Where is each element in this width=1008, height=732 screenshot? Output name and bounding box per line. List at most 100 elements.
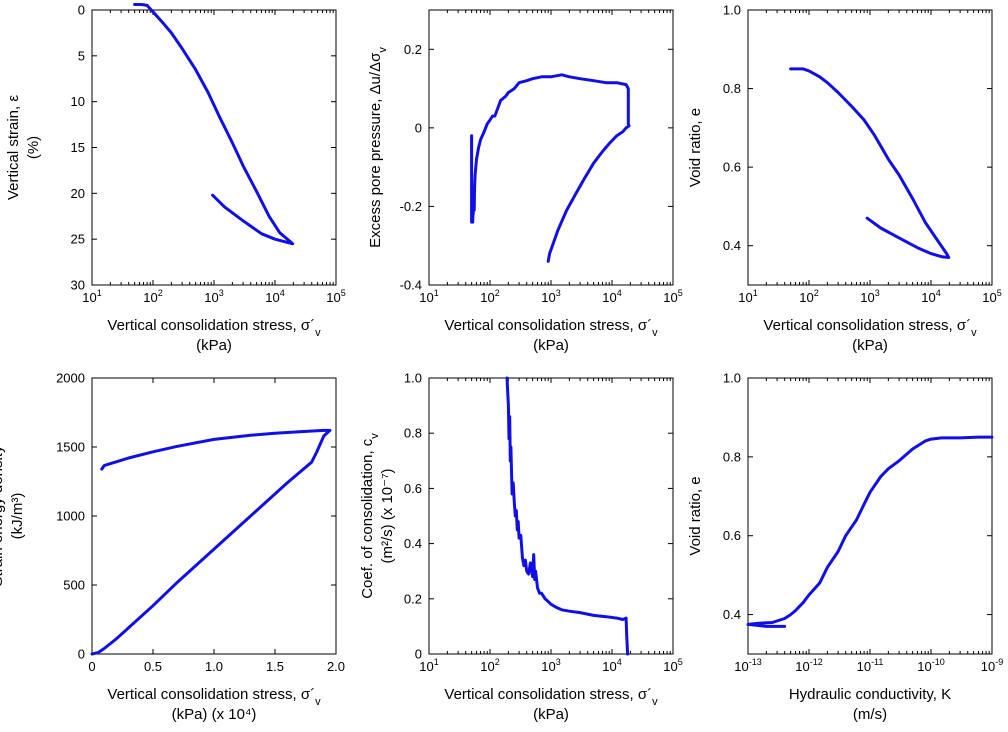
y-tick-label: 0 — [415, 647, 422, 662]
x-axis-label: (kPa) — [852, 337, 888, 354]
x-tick-label: 0.5 — [144, 659, 162, 674]
plot-frame — [747, 9, 993, 286]
x-axis-label: Vertical consolidation stress, σ´v — [444, 686, 658, 708]
y-axis-label: Void ratio, e — [687, 476, 704, 555]
series-line — [470, 73, 631, 263]
y-tick-label: 20 — [71, 186, 85, 201]
series-line — [505, 376, 630, 656]
x-axis-label: (kPa) — [196, 337, 232, 354]
y-tick-label: 0.6 — [723, 528, 741, 543]
x-tick-label: 103 — [541, 657, 560, 674]
y-tick-label: 0.2 — [404, 42, 422, 57]
y-tick-label: 5 — [78, 48, 85, 63]
y-tick-label: 1000 — [56, 509, 85, 524]
x-axis-label: Vertical consolidation stress, σ´v — [107, 317, 321, 339]
x-axis-label: Hydraulic conductivity, K — [789, 686, 951, 703]
y-tick-label: 0.4 — [723, 238, 741, 253]
x-tick-label: 101 — [82, 288, 101, 305]
y-tick-label: 30 — [71, 278, 85, 293]
y-tick-label: 0.8 — [404, 426, 422, 441]
x-tick-label: 10-11 — [857, 657, 884, 674]
plot-frame — [91, 9, 337, 286]
chart-panel-p4: 0 0.5 1.0 1.5 2.0 0 500 1000 1500 2000 Vertical co… — [0, 371, 345, 724]
x-tick-label: 102 — [480, 657, 499, 674]
chart-panel-p3: 101 102 103 104 105 0.4 0.6 0.8 1.0 Vertical cons… — [687, 3, 1002, 355]
y-tick-label: 2000 — [56, 371, 85, 386]
plot-frame — [428, 9, 674, 286]
y-axis-label: Void ratio, e — [687, 108, 704, 187]
y-tick-label: 1.0 — [723, 371, 741, 386]
y-tick-label: 0 — [78, 3, 85, 18]
y-axis-label: Strain energy density — [0, 445, 6, 586]
chart-panel-p6: 10-13 10-12 10-11 10-10 10-9 0.4 0.6 0.8 1.0 Hydr… — [687, 371, 1003, 724]
x-tick-label: 105 — [982, 288, 1001, 305]
y-axis-label: (kJ/m³) — [9, 493, 26, 540]
x-tick-label: 102 — [480, 288, 499, 305]
x-tick-label: 101 — [419, 288, 438, 305]
x-tick-label: 1.0 — [205, 659, 223, 674]
x-tick-label: 10-12 — [795, 657, 822, 674]
x-tick-label: 1.5 — [266, 659, 284, 674]
y-axis-label: (%) — [25, 136, 42, 159]
x-tick-label: 105 — [663, 657, 682, 674]
x-tick-label: 0 — [88, 659, 95, 674]
x-tick-label: 2.0 — [327, 659, 345, 674]
x-tick-label: 102 — [143, 288, 162, 305]
y-axis-label: Vertical strain, ε — [5, 95, 22, 200]
y-tick-label: 0.6 — [723, 160, 741, 175]
x-tick-label: 105 — [326, 288, 345, 305]
x-tick-label: 101 — [738, 288, 757, 305]
y-tick-label: 25 — [71, 232, 85, 247]
x-tick-label: 105 — [663, 288, 682, 305]
y-tick-label: -0.4 — [400, 278, 422, 293]
chart-panel-p5: 101 102 103 104 105 0 0.2 0.4 0.6 0.8 1.0 Vertical … — [359, 371, 683, 724]
y-tick-label: 0 — [415, 120, 422, 135]
y-axis-label: Coef. of consolidation, cv — [359, 433, 381, 599]
x-tick-label: 104 — [602, 288, 621, 305]
plot-frame — [747, 377, 993, 655]
x-axis-label: (kPa) — [533, 337, 569, 354]
y-tick-label: 1500 — [56, 440, 85, 455]
plot-frame — [91, 377, 337, 655]
x-tick-label: 101 — [419, 657, 438, 674]
y-axis-label: Excess pore pressure, Δu/Δσv — [367, 47, 389, 248]
y-tick-label: 0.4 — [723, 607, 741, 622]
x-tick-label: 104 — [921, 288, 940, 305]
x-tick-label: 103 — [541, 288, 560, 305]
y-tick-label: 500 — [63, 578, 85, 593]
x-tick-label: 103 — [204, 288, 223, 305]
series-line — [133, 3, 295, 246]
x-tick-label: 10-10 — [917, 657, 944, 674]
x-axis-label: Vertical consolidation stress, σ´v — [444, 317, 658, 339]
x-tick-label: 103 — [860, 288, 879, 305]
chart-panel-p2: 101 102 103 104 105 -0.4 -0.2 0 0.2 Vertical cons… — [367, 9, 683, 354]
y-tick-label: 0.4 — [404, 536, 422, 551]
x-axis-label: Vertical consolidation stress, σ´v — [107, 686, 321, 708]
x-tick-label: 104 — [265, 288, 284, 305]
plot-frame — [428, 377, 674, 655]
y-tick-label: 0.2 — [404, 591, 422, 606]
x-tick-label: 102 — [799, 288, 818, 305]
y-tick-label: 15 — [71, 140, 85, 155]
y-tick-label: 0 — [78, 647, 85, 662]
x-axis-label: (kPa) (x 10⁴) — [172, 706, 257, 723]
y-tick-label: 0.8 — [723, 81, 741, 96]
y-axis-label: (m²/s) (x 10⁻⁷) — [379, 468, 396, 563]
x-axis-label: Vertical consolidation stress, σ´v — [763, 317, 977, 339]
x-tick-label: 10-9 — [981, 657, 1003, 674]
x-tick-label: 104 — [602, 657, 621, 674]
y-tick-label: 0.8 — [723, 449, 741, 464]
series-line — [789, 67, 951, 259]
y-tick-label: 0.6 — [404, 481, 422, 496]
x-axis-label: (kPa) — [533, 706, 569, 723]
x-tick-label: 10-13 — [734, 657, 761, 674]
y-tick-label: 1.0 — [404, 371, 422, 386]
x-axis-label: (m/s) — [853, 706, 887, 723]
y-tick-label: 1.0 — [723, 3, 741, 18]
series-line — [90, 428, 332, 656]
y-tick-label: 10 — [71, 94, 85, 109]
series-line — [746, 435, 994, 628]
y-tick-label: -0.2 — [400, 199, 422, 214]
chart-panel-p1: 101 102 103 104 105 0 5 10 15 20 25 30 Vertical cons… — [5, 3, 346, 355]
